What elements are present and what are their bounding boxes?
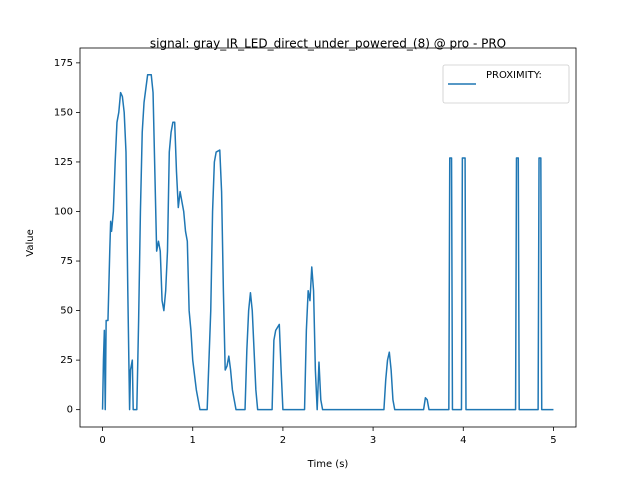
y-tick-label: 150: [54, 107, 73, 118]
legend-label: PROXIMITY:: [486, 70, 542, 81]
legend-box: [442, 64, 570, 104]
x-tick-label: 2: [280, 435, 286, 446]
y-tick-label: 75: [60, 256, 73, 267]
y-tick-label: 100: [54, 206, 73, 217]
x-tick-label: 0: [99, 435, 105, 446]
y-tick-label: 0: [67, 405, 73, 416]
y-tick-label: 125: [54, 157, 73, 168]
x-tick-label: 1: [190, 435, 196, 446]
data-line: [101, 74, 554, 411]
y-tick-label: 50: [60, 306, 73, 317]
x-axis-label: Time (s): [307, 459, 349, 470]
plot-frame: [79, 47, 577, 428]
x-tick-label: 4: [460, 435, 466, 446]
y-axis-label: Value: [25, 229, 36, 256]
chart-title: signal: gray_IR_LED_direct_under_powered…: [150, 37, 506, 51]
y-tick-label: 175: [54, 58, 73, 69]
x-tick-label: 5: [550, 435, 556, 446]
x-tick-label: 3: [370, 435, 376, 446]
y-tick-label: 25: [60, 355, 73, 366]
